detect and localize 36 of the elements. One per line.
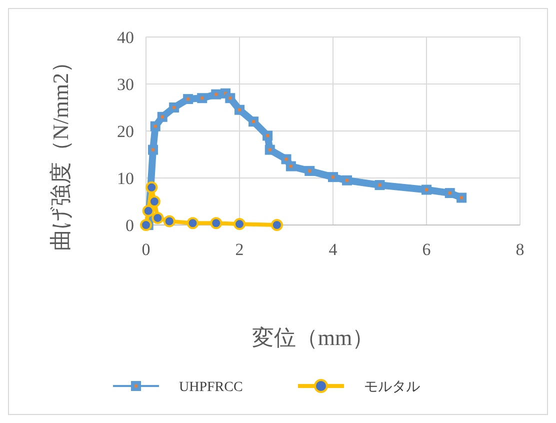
point	[157, 112, 168, 122]
y-axis-title: 曲げ強度（N/mm2）	[48, 50, 73, 252]
point	[234, 218, 246, 230]
legend-label: モルタル	[364, 380, 420, 395]
x-tick-label: 8	[516, 240, 524, 259]
point	[163, 215, 176, 228]
point	[146, 181, 158, 194]
y-tick-label: 20	[117, 122, 134, 141]
x-axis-title: 変位（mm）	[252, 325, 374, 350]
point	[186, 217, 199, 230]
point	[264, 144, 275, 155]
y-tick-label: 10	[117, 168, 134, 188]
point	[152, 212, 164, 224]
point	[444, 188, 455, 198]
point	[234, 104, 244, 115]
x-tick-label: 2	[235, 240, 244, 259]
legend-label: UHPFRCC	[179, 380, 243, 395]
y-tick-label: 30	[117, 74, 134, 94]
point	[270, 219, 283, 231]
x-tick-label: 4	[328, 240, 338, 259]
point	[225, 93, 236, 104]
point	[456, 192, 467, 203]
point	[183, 94, 194, 104]
point	[211, 89, 222, 100]
point	[140, 219, 152, 231]
point	[210, 217, 222, 230]
y-tick-label: 40	[117, 28, 134, 47]
point	[286, 161, 296, 172]
point	[150, 121, 160, 132]
x-tick-label: 6	[422, 240, 431, 259]
point	[262, 130, 273, 141]
point	[169, 102, 180, 112]
y-tick-label: 0	[126, 216, 134, 235]
point	[248, 116, 259, 127]
x-tick-label: 0	[142, 240, 150, 259]
point	[142, 204, 154, 217]
